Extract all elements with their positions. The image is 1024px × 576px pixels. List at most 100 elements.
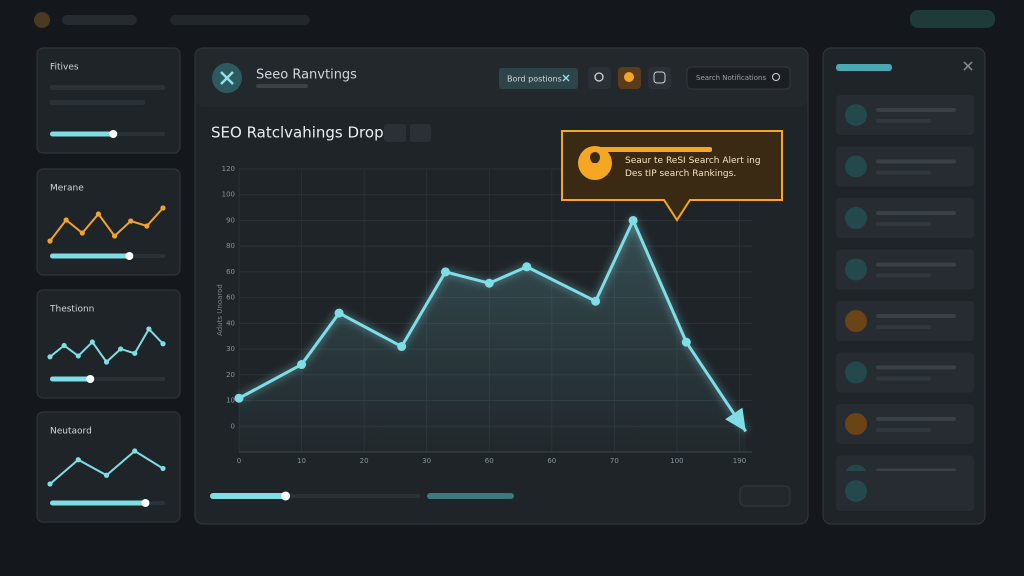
point — [397, 342, 407, 352]
x-tick-label: 60 — [485, 457, 494, 465]
point — [440, 267, 450, 277]
bulb-glyph — [590, 152, 600, 168]
placeholder-line — [876, 262, 956, 267]
sparkline-point — [118, 346, 124, 352]
search-button[interactable] — [588, 67, 611, 89]
app-title: Seeo Ranvtings — [256, 68, 357, 83]
placeholder-line — [50, 100, 145, 105]
x-tick-label: 30 — [422, 457, 431, 465]
sparkline-point — [132, 350, 138, 356]
placeholder-line — [876, 273, 931, 278]
y-tick-label: 90 — [226, 216, 235, 224]
point — [628, 215, 638, 225]
card-title: Fitives — [50, 63, 79, 73]
alert-callout[interactable] — [561, 130, 783, 222]
slider-fill — [50, 253, 130, 259]
notification-icon — [845, 413, 867, 435]
search-icon — [594, 72, 604, 82]
placeholder-line — [876, 222, 931, 226]
sparkline — [49, 207, 164, 242]
right-panel-tab[interactable] — [836, 64, 892, 71]
nav-item[interactable] — [170, 15, 310, 25]
alert-icon — [624, 72, 634, 82]
timeline-knob[interactable] — [281, 491, 291, 501]
filter-button[interactable] — [499, 68, 578, 89]
nav-item[interactable] — [62, 15, 137, 25]
y-tick-label: 40 — [226, 319, 235, 327]
card — [36, 289, 181, 399]
y-tick-label: 100 — [222, 191, 235, 199]
slider-knob[interactable] — [141, 499, 150, 507]
notification-icon — [845, 207, 867, 229]
card — [36, 411, 181, 523]
point — [234, 393, 244, 403]
sparkline-point — [61, 342, 67, 349]
search-box[interactable] — [686, 66, 791, 90]
notification-item[interactable] — [836, 249, 974, 290]
alert-text: Seaur te ReSI Search Alert ing Des tIP s… — [625, 156, 761, 179]
slider-fill — [50, 500, 146, 506]
sparkline-point — [144, 223, 150, 229]
x-tick-label: 190 — [733, 457, 746, 465]
slider-knob[interactable] — [125, 252, 134, 260]
y-axis-label: Aduts Unoarod — [216, 284, 224, 336]
placeholder-line — [876, 159, 956, 164]
point — [334, 308, 344, 318]
notification-item[interactable] — [836, 198, 974, 238]
placeholder-line — [876, 119, 931, 123]
y-tick-label: 60 — [226, 268, 235, 276]
sparkline-point — [89, 339, 95, 345]
point — [591, 296, 601, 306]
card-title: Thestionn — [49, 305, 94, 315]
tool-buttons[interactable] — [739, 485, 791, 507]
notification-list — [836, 95, 974, 511]
notification-item[interactable] — [836, 146, 974, 187]
placeholder-line — [876, 108, 956, 112]
notify-button[interactable] — [648, 67, 671, 89]
placeholder-line — [876, 428, 931, 432]
sparkline-point — [160, 341, 166, 347]
notification-icon — [845, 155, 867, 178]
notification-icon — [845, 361, 867, 384]
y-tick-label: 10 — [226, 397, 235, 405]
close-icon[interactable] — [963, 61, 973, 71]
sparkline-point — [146, 326, 152, 332]
notification-item[interactable] — [836, 352, 974, 393]
x-tick-label: 10 — [297, 457, 306, 465]
sparkline-point — [95, 211, 102, 217]
notification-icon — [845, 480, 867, 502]
notification-item[interactable] — [836, 404, 974, 444]
card-title: Neutaord — [50, 427, 92, 437]
placeholder-line — [876, 325, 931, 329]
alert-bar — [600, 147, 712, 152]
y-tick-label: 20 — [226, 371, 235, 379]
close-icon[interactable] — [562, 74, 570, 82]
y-tick-label: 30 — [226, 345, 235, 353]
placeholder-line — [876, 211, 956, 215]
sparkline-point — [47, 354, 53, 360]
y-tick-label: 60 — [226, 294, 235, 302]
sparkline-point — [75, 353, 81, 359]
notification-item[interactable] — [836, 471, 974, 511]
top-button[interactable] — [910, 10, 995, 28]
y-tick-label: 120 — [222, 165, 235, 173]
placeholder-line — [876, 170, 931, 175]
slider-knob[interactable] — [86, 375, 95, 383]
refresh-button[interactable] — [384, 124, 406, 142]
app-icon-glyph — [220, 71, 234, 85]
point — [522, 262, 532, 272]
logo — [34, 12, 50, 28]
sparkline-point — [79, 230, 85, 236]
sparkline-point — [128, 218, 134, 224]
x-tick-label: 100 — [670, 457, 683, 465]
notification-icon — [845, 310, 867, 332]
notification-item[interactable] — [836, 301, 974, 341]
placeholder-line — [876, 365, 956, 370]
notify-icon — [653, 71, 666, 84]
menu-button[interactable] — [410, 124, 431, 142]
sparkline-point — [103, 472, 110, 478]
notification-icon — [845, 258, 867, 281]
slider-knob[interactable] — [109, 130, 118, 138]
notification-item[interactable] — [836, 95, 974, 135]
